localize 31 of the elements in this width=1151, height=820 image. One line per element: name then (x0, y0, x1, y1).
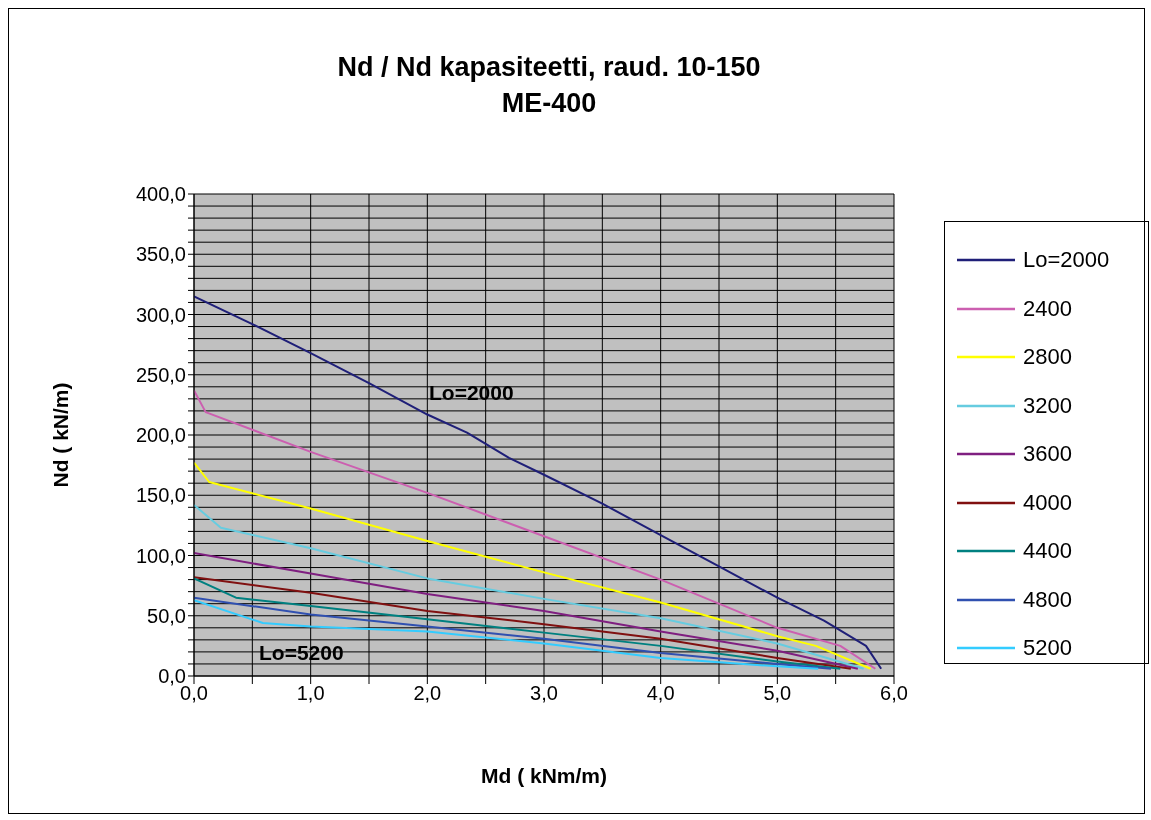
chart-title: Nd / Nd kapasiteetti, raud. 10-150 ME-400 (336, 51, 762, 120)
legend-label: 4000 (1023, 489, 1072, 516)
line-series (194, 503, 865, 670)
y-axis-title: Nd ( kN/m) (49, 382, 73, 488)
y-tick-label: 150,0 (135, 484, 186, 507)
x-tick-label: 2,0 (413, 682, 442, 705)
legend-label: Lo=2000 (1023, 247, 1110, 274)
x-tick-label: 1,0 (296, 682, 325, 705)
y-tick-label: 350,0 (135, 243, 186, 266)
y-tick-label: 400,0 (135, 183, 186, 206)
legend-label: 2400 (1023, 295, 1072, 322)
legend-label: 2800 (1023, 344, 1072, 371)
x-axis-title: Md ( kNm/m) (480, 764, 608, 788)
legend-label: 3600 (1023, 441, 1072, 468)
x-tick-label: 6,0 (880, 682, 908, 705)
legend-label: 5200 (1023, 635, 1072, 662)
x-tick-label: 5,0 (763, 682, 792, 705)
y-tick-label: 250,0 (135, 363, 186, 386)
x-tick-label: 0,0 (180, 682, 208, 705)
legend-label: 4800 (1023, 586, 1072, 613)
x-tick-label: 3,0 (530, 682, 558, 705)
line-series (194, 461, 872, 670)
line-series (194, 552, 859, 670)
y-tick-label: 300,0 (135, 303, 186, 326)
y-tick-label: 100,0 (135, 544, 186, 567)
x-tick-label: 4,0 (646, 682, 675, 705)
legend-label: 4400 (1023, 538, 1072, 565)
y-tick-label: 50,0 (147, 604, 186, 627)
y-tick-label: 200,0 (135, 424, 186, 447)
legend-label: 3200 (1023, 392, 1072, 419)
line-series (194, 295, 883, 670)
